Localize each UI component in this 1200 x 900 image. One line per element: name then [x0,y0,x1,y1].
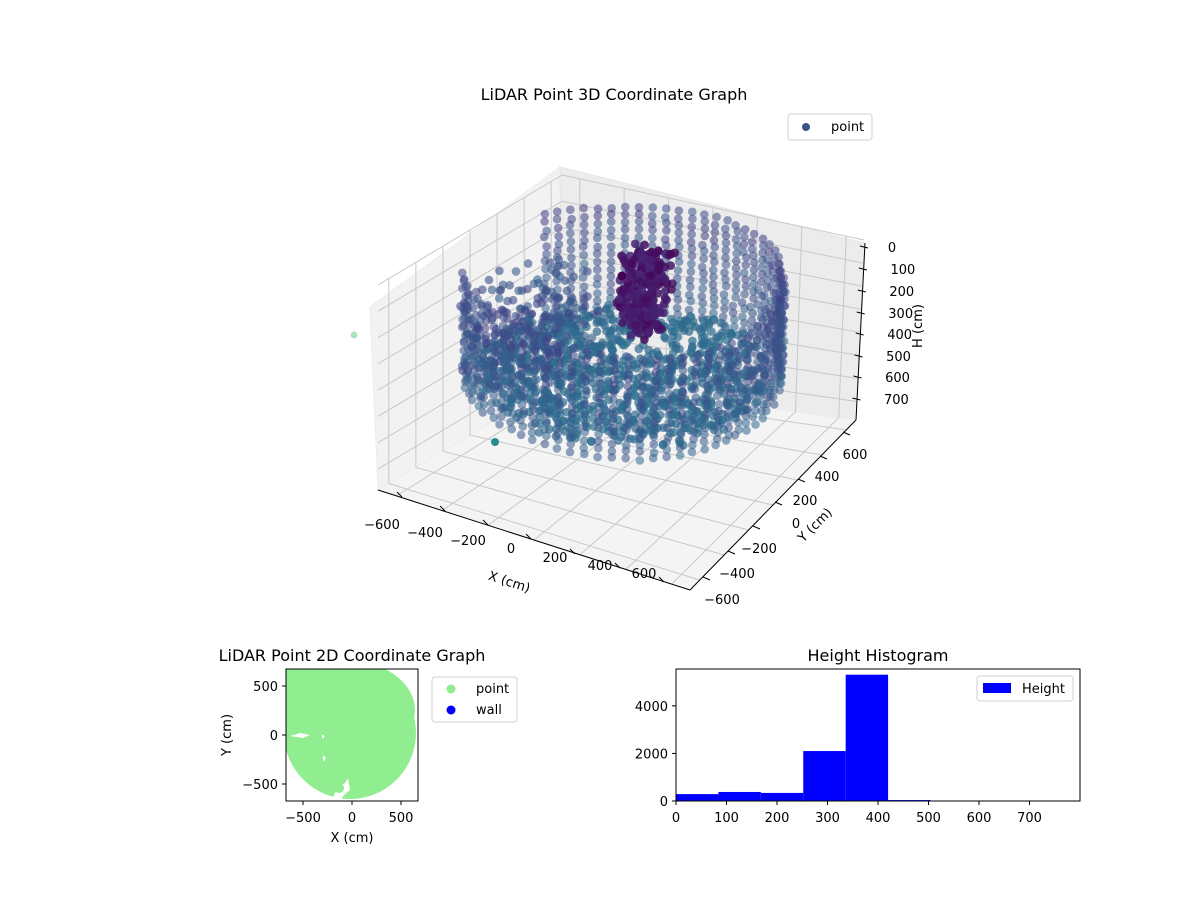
h-axis-label-3d: H (cm) [911,304,926,348]
plot-3d-points [350,202,790,465]
svg-text:700: 700 [1017,811,1042,826]
svg-text:−200: −200 [450,534,486,549]
plot-2d-legend: point wall [431,676,518,723]
histogram-bar [676,794,719,801]
legend-point-label: point [831,120,864,135]
outlier-point [350,331,358,339]
plot-2d-ticks: −500 0 500 500 0 −500 [242,680,413,826]
svg-text:4000: 4000 [635,700,668,715]
svg-text:0: 0 [672,811,680,826]
x-axis-label-3d: X (cm) [486,569,532,597]
svg-text:−400: −400 [719,567,755,582]
svg-text:−600: −600 [704,593,740,608]
svg-text:300: 300 [888,307,913,322]
svg-text:200: 200 [543,551,568,566]
x-axis-line [377,489,691,591]
svg-text:−500: −500 [285,811,321,826]
plot-3d: LiDAR Point 3D Coordinate Graph −600 −400… [350,85,926,608]
svg-text:600: 600 [632,567,657,582]
x-axis-label-2d: X (cm) [331,831,374,846]
y-axis-label-2d: Y (cm) [220,714,235,757]
svg-text:400: 400 [866,811,891,826]
svg-text:400: 400 [588,559,613,574]
plot-3d-ticks: −600−400−2000200400600−600−400−200020040… [364,241,915,608]
y-axis-label-3d: Y (cm) [795,505,836,546]
svg-text:2000: 2000 [635,747,668,762]
svg-text:500: 500 [389,811,414,826]
svg-text:400: 400 [815,470,840,485]
svg-text:0: 0 [792,517,800,532]
legend-wall-marker [446,705,456,715]
svg-text:−500: −500 [242,778,278,793]
plot-2d-title: LiDAR Point 2D Coordinate Graph [219,646,486,665]
svg-text:0: 0 [348,811,356,826]
histogram-bar [803,751,846,801]
histogram-ticks: 0 100 200 300 400 500 600 700 0 2000 4000 [635,700,1042,826]
svg-text:500: 500 [886,350,911,365]
histogram-bar [718,791,761,801]
histogram-legend: Height [976,675,1074,702]
histogram-bar [845,674,889,801]
svg-text:400: 400 [887,328,912,343]
legend-point-marker [802,123,810,131]
plot-3d-title: LiDAR Point 3D Coordinate Graph [481,85,748,104]
legend-height-swatch [983,683,1011,693]
svg-text:−600: −600 [364,518,400,533]
svg-text:200: 200 [765,811,790,826]
svg-text:200: 200 [889,285,914,300]
histogram-title: Height Histogram [808,646,949,665]
svg-text:0: 0 [270,729,278,744]
legend-height-label: Height [1022,682,1065,697]
svg-text:−200: −200 [741,542,777,557]
svg-text:600: 600 [885,371,910,386]
svg-text:−400: −400 [407,526,443,541]
legend-wall-label: wall [476,703,502,718]
legend-point-label: point [476,682,509,697]
svg-text:300: 300 [815,811,840,826]
svg-text:0: 0 [507,542,515,557]
histogram: Height Histogram 0 100 200 300 400 500 600 7000… [635,646,1081,826]
legend-point-marker [446,684,456,694]
plot-2d-points [286,669,416,801]
svg-text:0: 0 [660,795,668,810]
svg-text:0: 0 [888,241,896,256]
svg-text:100: 100 [890,263,915,278]
histogram-bars [676,674,931,801]
plot-3d-legend: point [787,113,873,141]
svg-text:200: 200 [793,494,818,509]
svg-text:600: 600 [967,811,992,826]
y-axis-line [689,419,857,591]
h-axis-line [855,242,866,421]
svg-text:500: 500 [916,811,941,826]
outlier-point [491,438,499,446]
histogram-bar [760,792,804,801]
svg-text:100: 100 [714,811,739,826]
plot-2d: LiDAR Point 2D Coordinate Graph −500 0 500… [219,646,518,846]
svg-text:700: 700 [884,393,909,408]
svg-text:500: 500 [253,680,278,695]
svg-text:600: 600 [843,448,868,463]
